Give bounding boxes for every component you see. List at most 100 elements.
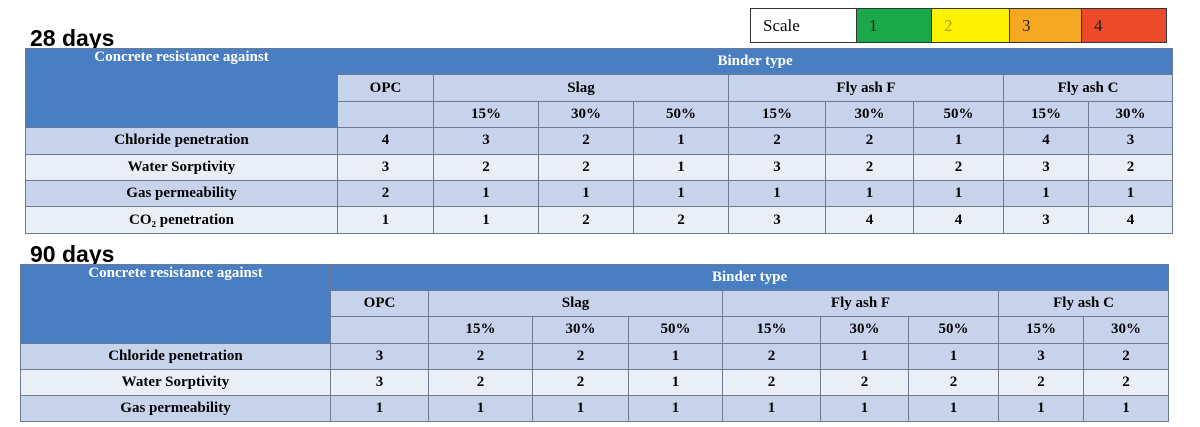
- empty-cell: [337, 100, 434, 129]
- dose-header: 15%: [998, 316, 1084, 344]
- table-title: 28 days: [30, 25, 115, 51]
- table-row: OPC Slag Fly ash F Fly ash C: [26, 74, 1174, 102]
- dose-header: 30%: [1082, 316, 1170, 344]
- binder-header: Fly ash F: [728, 74, 1004, 102]
- cell-value: 1: [998, 394, 1084, 423]
- cell-value: 4: [337, 127, 434, 155]
- cell-value: 2: [913, 153, 1004, 181]
- cell-value: 1: [628, 368, 723, 396]
- cell-value: 1: [628, 342, 723, 370]
- cell-value: 1: [913, 127, 1004, 155]
- table-row: Chloride penetration 4 3 2 1 2 2 1 4 3: [25, 127, 1174, 155]
- cell-value: 1: [1003, 179, 1089, 208]
- cell-value: 1: [433, 206, 539, 234]
- cell-value: 2: [532, 342, 629, 370]
- cell-value: 4: [913, 206, 1004, 234]
- cell-value: 2: [433, 153, 539, 181]
- binder-header: Slag: [433, 74, 729, 102]
- cell-value: 1: [728, 179, 826, 208]
- cell-value: 3: [728, 153, 826, 181]
- cell-value: 2: [1087, 153, 1174, 181]
- cell-value: 3: [330, 342, 429, 370]
- cell-value: 1: [538, 179, 634, 208]
- dose-header: 15%: [1003, 100, 1089, 129]
- cell-value: 2: [633, 206, 729, 234]
- table-row: Water Sorptivity 3 2 2 1 3 2 2 3 2: [25, 153, 1174, 181]
- data-table: Concrete resistance against Binder type OP…: [25, 47, 1174, 234]
- cell-value: 2: [532, 368, 629, 396]
- binder-header: OPC: [330, 290, 429, 318]
- cell-value: 1: [913, 179, 1004, 208]
- dose-header: 30%: [1087, 100, 1174, 129]
- cell-value: 1: [1082, 394, 1170, 423]
- row-label: Water Sorptivity: [20, 368, 331, 396]
- dose-header: 15%: [722, 316, 821, 344]
- binder-header: Slag: [428, 290, 723, 318]
- cell-value: 2: [538, 206, 634, 234]
- table-row: 15% 30% 50% 15% 30% 50% 15% 30%: [21, 316, 1170, 344]
- cell-value: 1: [722, 394, 821, 423]
- cell-value: 1: [633, 179, 729, 208]
- table-row: Water Sorptivity 3 2 2 1 2 2 2 2 2: [20, 368, 1170, 396]
- cell-value: 1: [428, 394, 533, 423]
- cell-value: 1: [1087, 179, 1174, 208]
- cell-value: 3: [330, 368, 429, 396]
- cell-value: 2: [728, 127, 826, 155]
- cell-value: 2: [908, 368, 999, 396]
- cell-value: 1: [628, 394, 723, 423]
- cell-value: 1: [330, 394, 429, 423]
- row-label: CO₂ penetration: [25, 206, 338, 234]
- cell-value: 1: [633, 127, 729, 155]
- cell-value: 2: [1082, 342, 1170, 370]
- cell-value: 2: [538, 127, 634, 155]
- cell-value: 2: [1082, 368, 1170, 396]
- table-row: Concrete resistance against Binder type: [25, 47, 1174, 129]
- dose-header: 50%: [633, 100, 729, 129]
- corner-header: Concrete resistance against: [25, 47, 338, 129]
- scale-level: 1: [856, 9, 931, 42]
- cell-value: 4: [1087, 206, 1174, 234]
- cell-value: 1: [337, 206, 434, 234]
- cell-value: 2: [428, 342, 533, 370]
- dose-header: 50%: [628, 316, 723, 344]
- row-label: Chloride penetration: [25, 127, 338, 155]
- cell-value: 1: [908, 394, 999, 423]
- dose-header: 30%: [825, 100, 914, 129]
- corner-header: Concrete resistance against: [20, 264, 331, 344]
- cell-value: 3: [1087, 127, 1174, 155]
- row-label: Gas permeability: [25, 179, 338, 208]
- cell-value: 1: [825, 179, 914, 208]
- scale-level: 2: [931, 9, 1009, 42]
- table-row: Chloride penetration 3 2 2 1 2 1 1 3 2: [20, 342, 1170, 370]
- cell-value: 2: [825, 127, 914, 155]
- table-row: 15% 30% 50% 15% 30% 50% 15% 30%: [26, 100, 1174, 129]
- dose-header: 30%: [820, 316, 909, 344]
- cell-value: 2: [722, 368, 821, 396]
- cell-value: 2: [428, 368, 533, 396]
- data-table: Concrete resistance against Binder type OP…: [20, 263, 1170, 423]
- table-title: 90 days: [30, 241, 115, 267]
- row-label: Water Sorptivity: [25, 153, 338, 181]
- cell-value: 2: [820, 368, 909, 396]
- cell-value: 3: [1003, 206, 1089, 234]
- binder-header: OPC: [337, 74, 434, 102]
- empty-cell: [330, 316, 429, 344]
- row-label: Chloride penetration: [20, 342, 331, 370]
- scale-level: 4: [1081, 9, 1166, 42]
- cell-value: 2: [337, 179, 434, 208]
- dose-header: 50%: [908, 316, 999, 344]
- dose-header: 30%: [532, 316, 629, 344]
- cell-value: 2: [722, 342, 821, 370]
- table-row: Gas permeability 2 1 1 1 1 1 1 1 1: [25, 179, 1174, 208]
- dose-header: 50%: [913, 100, 1004, 129]
- scale-level: 3: [1009, 9, 1081, 42]
- group-header: Binder type: [336, 47, 1174, 76]
- dose-header: 15%: [428, 316, 533, 344]
- cell-value: 4: [1003, 127, 1089, 155]
- cell-value: 2: [825, 153, 914, 181]
- binder-header: Fly ash C: [997, 290, 1170, 318]
- cell-value: 1: [820, 394, 909, 423]
- table-row: CO₂ penetration 1 1 2 2 3 4 4 3 4: [25, 206, 1174, 234]
